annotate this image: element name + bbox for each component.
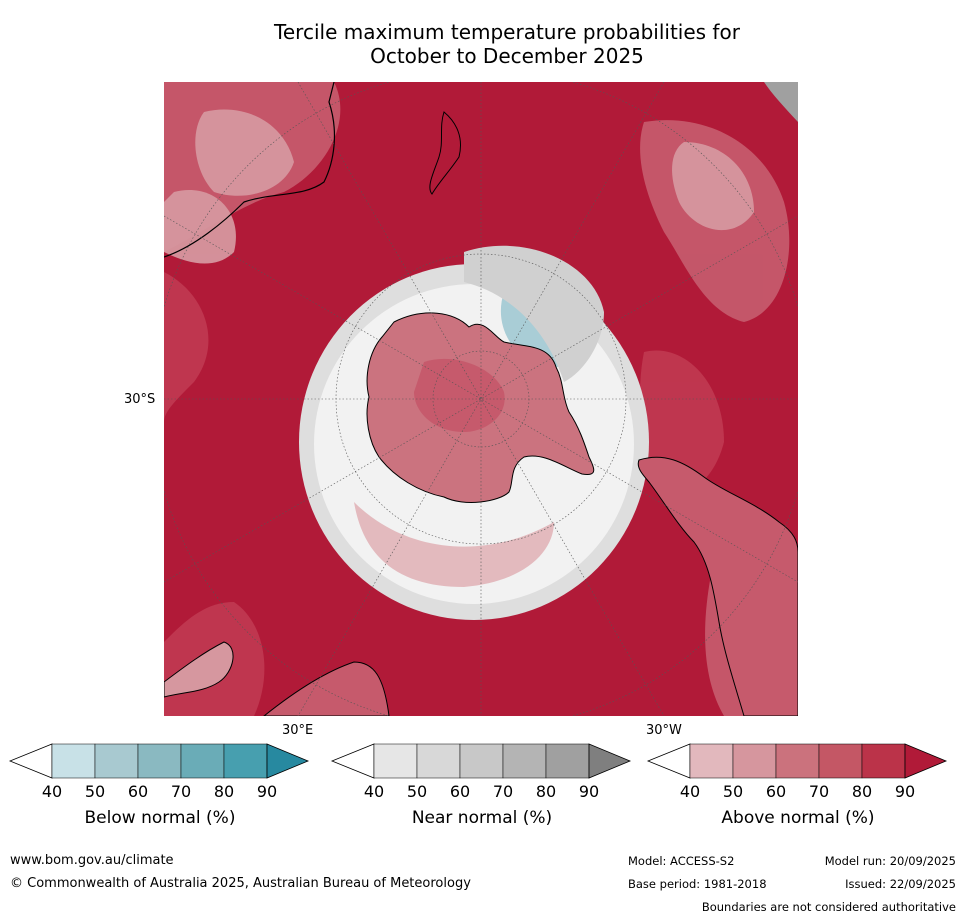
lat-label-30s: 30°S [124,392,156,407]
tick-label: 90 [256,782,278,801]
tick-label: 70 [170,782,192,801]
footer-issued: Issued: 22/09/2025 [845,877,956,891]
grey-corner [764,82,798,122]
colorbar-below-extend-high [266,743,310,779]
colorbar-below-extend-low [8,743,53,779]
tick-label: 60 [449,782,471,801]
colorbar-above-bin-5 [861,743,906,779]
colorbar-below-bin-1 [51,743,96,779]
tick-label: 40 [679,782,701,801]
footer-model: Model: ACCESS-S2 [628,854,735,868]
title-line-1: Tercile maximum temperature probabilitie… [274,20,740,44]
lon-label-30e: 30°E [282,723,314,738]
colorbar-near-extend-low [330,743,375,779]
colorbar-near-normal [330,743,632,779]
tick-label: 70 [808,782,830,801]
footer-disclaimer: Boundaries are not considered authoritat… [701,900,956,914]
colorbar-above-title: Above normal (%) [721,808,875,828]
colorbar-above-bin-2 [732,743,777,779]
footer-url: www.bom.gov.au/climate [10,853,174,868]
tick-label: 70 [492,782,514,801]
tick-label: 50 [84,782,106,801]
colorbar-below-bin-2 [94,743,139,779]
tick-label: 40 [41,782,63,801]
footer-model-run: Model run: 20/09/2025 [824,854,956,868]
title-line-2: October to December 2025 [370,44,644,68]
africa-south-coast [263,661,390,716]
near-normal-patch-east [464,245,604,382]
colorbar-above-bin-3 [775,743,820,779]
footer-copyright: © Commonwealth of Australia 2025, Austra… [10,876,471,891]
tick-label: 90 [894,782,916,801]
colorbar-above-bin-1 [689,743,734,779]
colorbar-below-bin-5 [223,743,268,779]
map-title: Tercile maximum temperature probabilitie… [164,20,850,68]
tick-label: 60 [765,782,787,801]
tick-label: 50 [406,782,428,801]
colorbar-above-extend-low [646,743,691,779]
colorbar-below-title: Below normal (%) [84,808,236,828]
tick-label: 90 [578,782,600,801]
colorbar-below-bin-3 [137,743,182,779]
tick-label: 50 [722,782,744,801]
colorbar-above-extend-high [904,743,948,779]
colorbar-near-bin-5 [545,743,590,779]
colorbar-near-bin-4 [502,743,547,779]
australia-coast [164,82,336,258]
colorbar-near-bin-1 [373,743,418,779]
antarctica-interior [414,358,505,432]
new-zealand [429,111,461,195]
colorbar-above-normal [646,743,948,779]
pale-red-ring-south [354,502,554,587]
colorbar-below-normal [8,743,310,779]
colorbar-near-bin-3 [459,743,504,779]
colorbar-below-bin-4 [180,743,225,779]
graticule [164,82,798,716]
tick-label: 60 [127,782,149,801]
footer-base-period: Base period: 1981-2018 [628,877,767,891]
tick-label: 40 [363,782,385,801]
lon-label-30w: 30°W [646,723,682,738]
colorbar-above-bin-4 [818,743,863,779]
tick-label: 80 [851,782,873,801]
south-america [637,456,798,716]
probability-map [164,82,798,716]
tick-label: 80 [535,782,557,801]
colorbar-near-title: Near normal (%) [411,808,553,828]
colorbar-near-extend-high [588,743,632,779]
southern-africa [164,641,234,698]
colorbar-near-bin-2 [416,743,461,779]
tick-label: 80 [213,782,235,801]
